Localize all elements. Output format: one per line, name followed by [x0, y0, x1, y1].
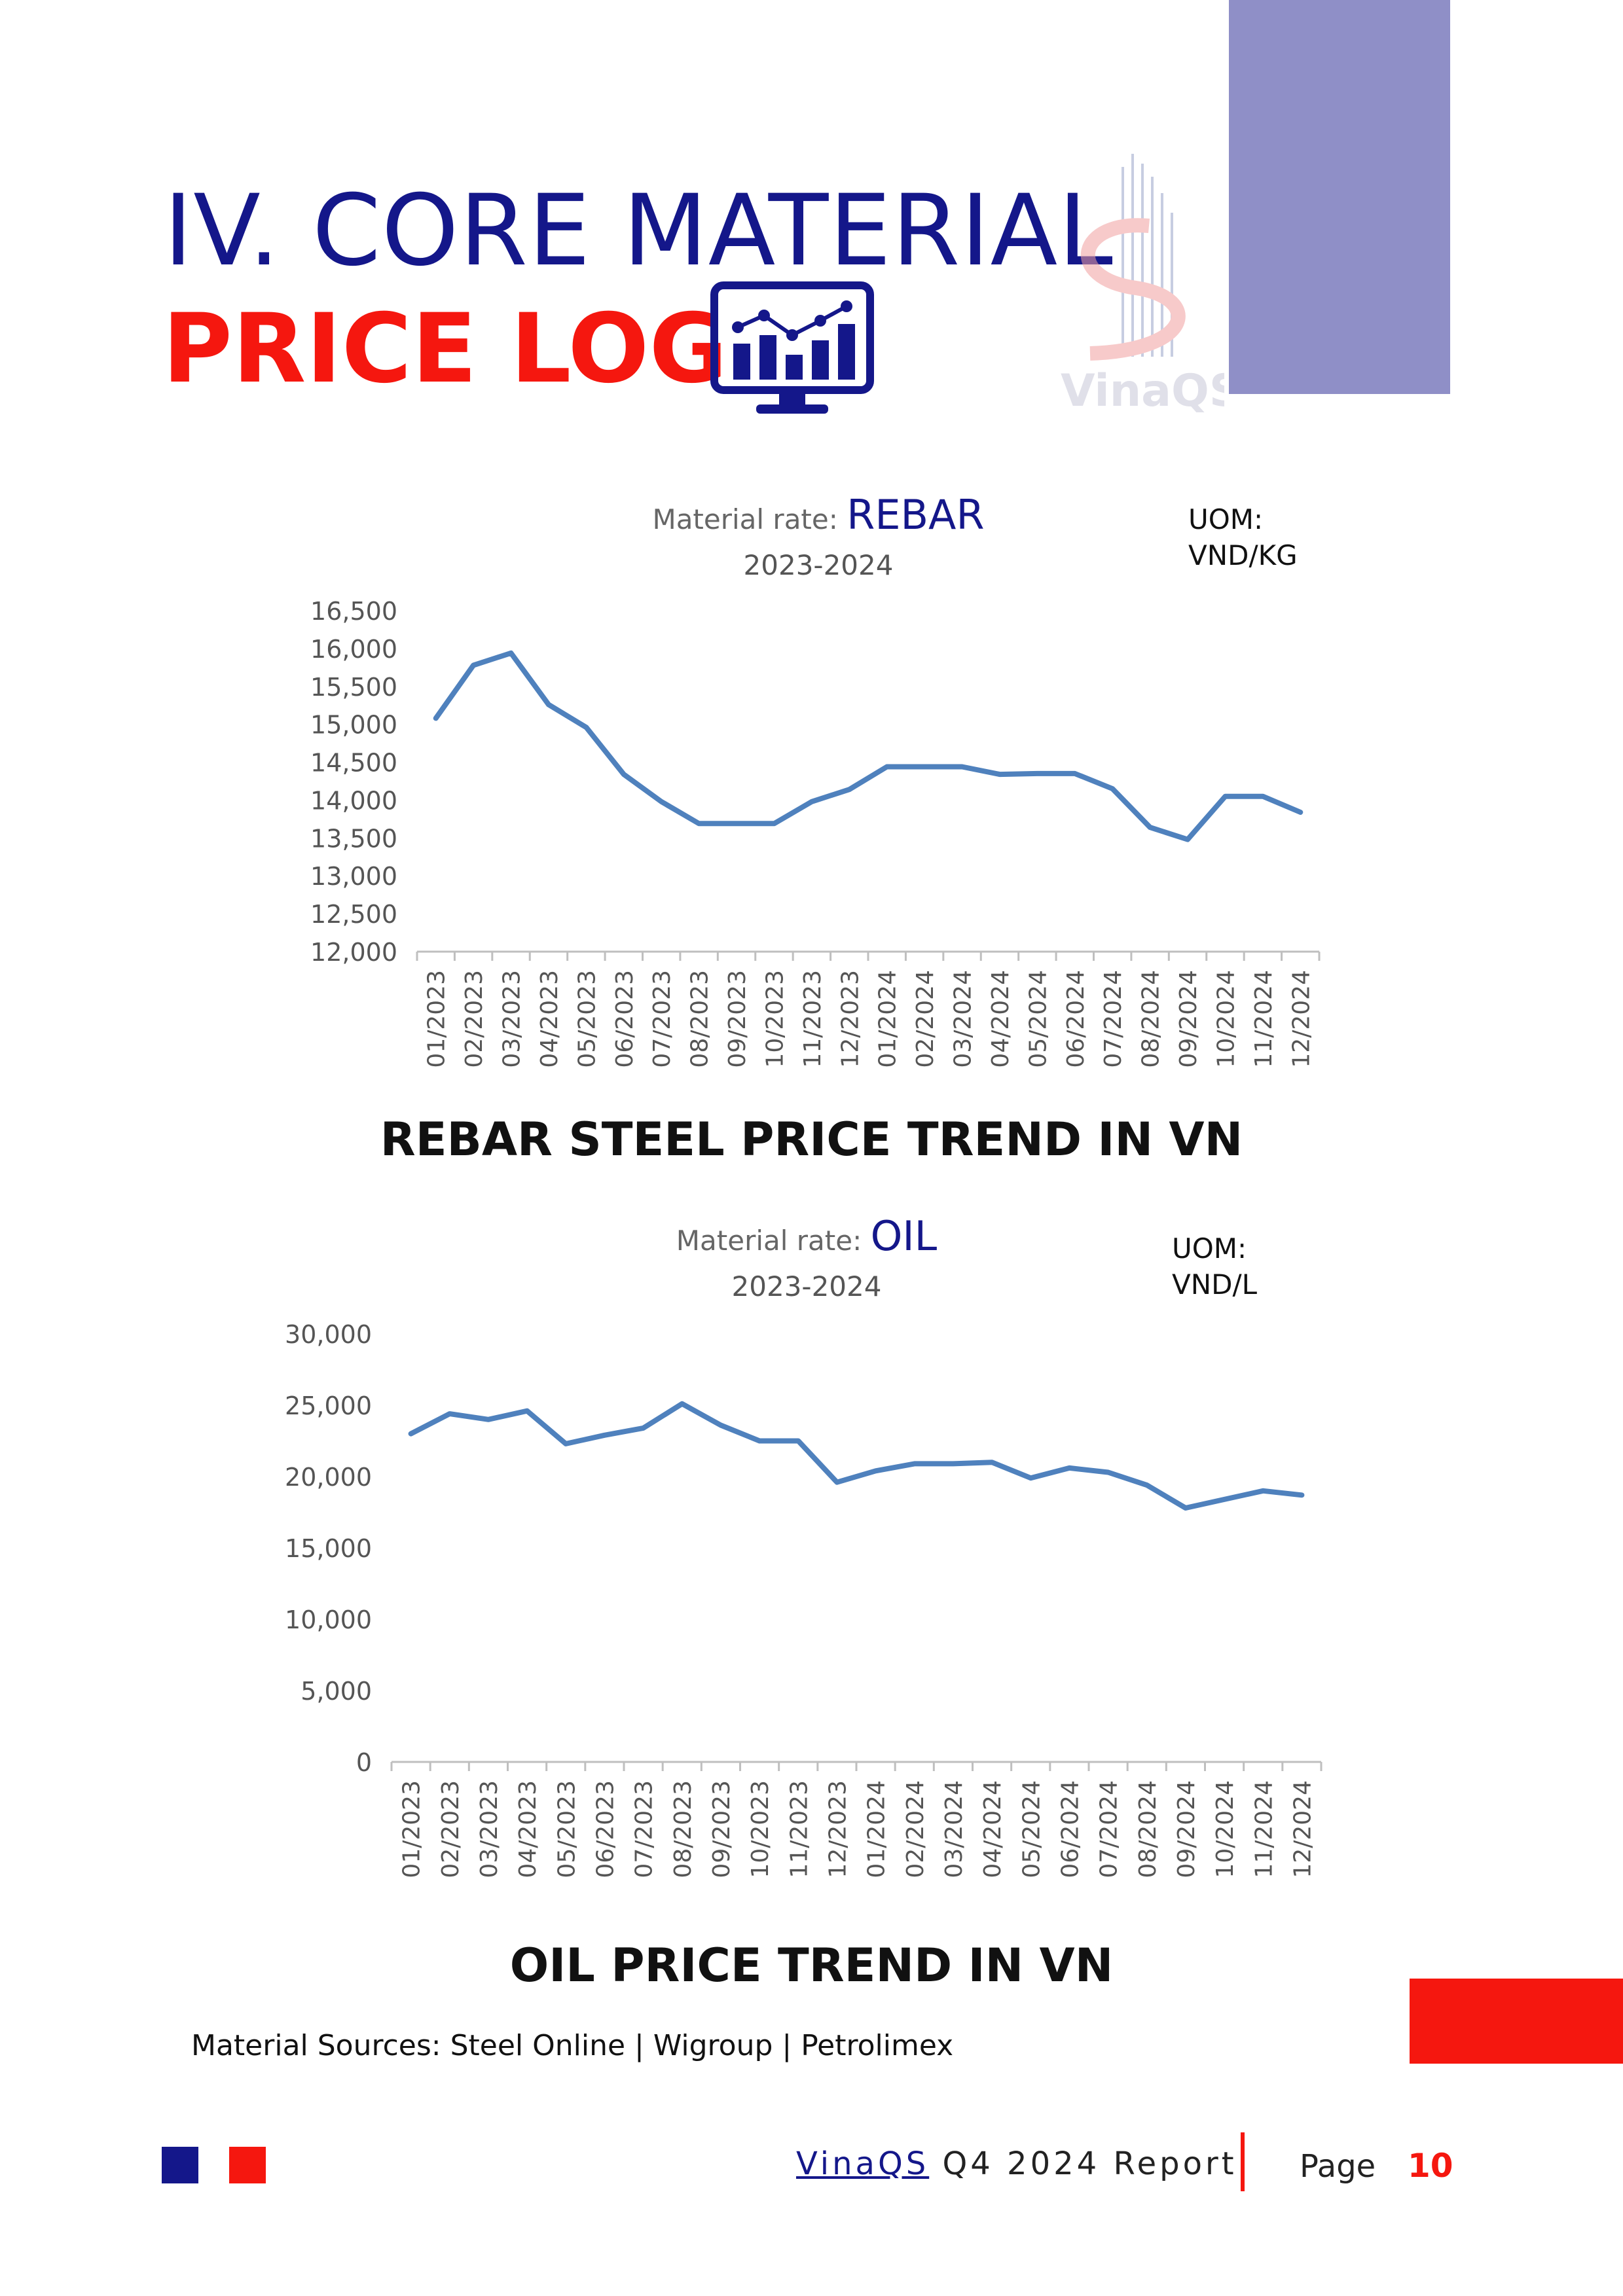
oil-x-tick-label: 07/2023 — [631, 1780, 658, 1878]
oil-x-tick-label: 07/2024 — [1096, 1780, 1123, 1878]
rebar-line-chart: Material rate: REBAR 2023-2024 UOM: VND/KG 1… — [310, 491, 1321, 1068]
rebar-x-tick-label: 10/2024 — [1213, 970, 1239, 1068]
rebar-x-tick-label: 05/2024 — [1025, 970, 1051, 1068]
oil-y-tick-label: 10,000 — [285, 1605, 372, 1634]
rebar-y-tick-label: 15,000 — [310, 711, 397, 740]
rebar-x-tick-label: 11/2023 — [799, 970, 826, 1068]
oil-x-tick-label: 09/2024 — [1173, 1780, 1200, 1878]
rebar-y-tick-label: 14,500 — [310, 749, 397, 778]
rebar-title-material: REBAR — [847, 491, 984, 539]
material-sources: Material Sources: Steel Online | Wigroup… — [191, 2029, 954, 2062]
rebar-x-tick-label: 11/2024 — [1250, 970, 1277, 1068]
rebar-uom-label: UOM: — [1188, 503, 1263, 535]
oil-y-tick-label: 20,000 — [285, 1463, 372, 1492]
oil-x-tick-label: 09/2023 — [708, 1780, 735, 1878]
rebar-x-tick-label: 01/2024 — [875, 970, 902, 1068]
rebar-x-tick-label: 09/2023 — [724, 970, 751, 1068]
footer-brand-link[interactable]: VinaQS — [796, 2145, 930, 2182]
svg-text:VinaQS: VinaQS — [1061, 365, 1224, 416]
oil-y-tick-label: 0 — [356, 1748, 372, 1777]
rebar-uom-value: VND/KG — [1188, 539, 1298, 571]
section-title-line2: PRICE LOG — [162, 293, 728, 404]
rebar-x-tick-label: 03/2024 — [950, 970, 977, 1068]
rebar-x-tick-label: 04/2024 — [987, 970, 1014, 1068]
rebar-x-tick-label: 04/2023 — [536, 970, 563, 1068]
rebar-x-tick-label: 10/2023 — [761, 970, 788, 1068]
rebar-x-tick-label: 08/2023 — [687, 970, 714, 1068]
oil-chart-title: Material rate: OIL — [676, 1212, 938, 1260]
vinaqs-logo-watermark: VinaQS — [1061, 154, 1224, 416]
oil-x-tick-label: 03/2024 — [941, 1780, 968, 1878]
oil-y-tick-label: 15,000 — [285, 1534, 372, 1563]
oil-x-tick-label: 08/2023 — [670, 1780, 697, 1878]
oil-x-tick-label: 06/2024 — [1057, 1780, 1084, 1878]
rebar-x-tick-label: 07/2023 — [649, 970, 676, 1068]
oil-series-line — [408, 1401, 1305, 1511]
rebar-chart-caption: REBAR STEEL PRICE TREND IN VN — [380, 1113, 1243, 1166]
oil-y-tick-label: 25,000 — [285, 1391, 372, 1420]
footer-report-name: VinaQS Q4 2024 Report — [796, 2145, 1237, 2182]
rebar-x-tick-label: 03/2023 — [499, 970, 526, 1068]
oil-title-material: OIL — [871, 1212, 938, 1260]
oil-x-tick-label: 06/2023 — [592, 1780, 619, 1878]
oil-chart-subtitle: 2023-2024 — [732, 1270, 882, 1302]
rebar-x-tick-label: 12/2024 — [1288, 970, 1315, 1068]
rebar-y-tick-label: 12,000 — [310, 938, 397, 967]
rebar-series-line — [433, 650, 1304, 842]
rebar-x-tick-label: 05/2023 — [574, 970, 600, 1068]
oil-x-tick-label: 02/2023 — [437, 1780, 464, 1878]
footer-red-square — [229, 2147, 266, 2183]
rebar-y-tick-label: 14,000 — [310, 786, 397, 815]
footer-page-number: 10 — [1408, 2147, 1453, 2185]
rebar-y-tick-label: 12,500 — [310, 900, 397, 929]
rebar-x-tick-label: 02/2023 — [461, 970, 488, 1068]
oil-x-tick-label: 04/2024 — [979, 1780, 1006, 1878]
oil-y-tick-label: 30,000 — [285, 1320, 372, 1349]
oil-title-prefix: Material rate: — [676, 1225, 871, 1257]
rebar-y-tick-label: 13,000 — [310, 862, 397, 891]
oil-x-tick-label: 10/2024 — [1212, 1780, 1239, 1878]
footer-blue-square — [162, 2147, 198, 2183]
oil-x-tick-label: 10/2023 — [747, 1780, 774, 1878]
decorative-red-block — [1410, 1979, 1623, 2064]
footer-divider — [1241, 2132, 1245, 2191]
rebar-x-tick-label: 02/2024 — [912, 970, 939, 1068]
oil-x-tick-label: 08/2024 — [1135, 1780, 1161, 1878]
oil-y-tick-label: 5,000 — [301, 1677, 372, 1706]
rebar-x-tick-label: 01/2023 — [424, 970, 450, 1068]
rebar-y-tick-label: 16,000 — [310, 635, 397, 664]
rebar-y-tick-label: 13,500 — [310, 824, 397, 853]
oil-x-tick-label: 03/2023 — [476, 1780, 503, 1878]
oil-uom-value: VND/L — [1172, 1268, 1258, 1300]
rebar-chart-subtitle: 2023-2024 — [744, 549, 894, 581]
oil-x-tick-label: 11/2024 — [1250, 1780, 1277, 1878]
rebar-x-tick-label: 06/2024 — [1063, 970, 1089, 1068]
chart-monitor-icon — [710, 281, 874, 414]
rebar-title-prefix: Material rate: — [652, 503, 847, 535]
rebar-chart-title: Material rate: REBAR — [652, 491, 984, 539]
oil-x-tick-label: 05/2024 — [1018, 1780, 1045, 1878]
oil-line-chart: Material rate: OIL 2023-2024 UOM:VND/L 0 5,0… — [285, 1212, 1322, 1878]
oil-uom-label: UOM: — [1172, 1232, 1247, 1265]
decorative-purple-block — [1229, 0, 1450, 394]
section-title-line1: IV. CORE MATERIAL — [164, 174, 1114, 288]
oil-x-tick-label: 04/2023 — [515, 1780, 541, 1878]
oil-x-tick-label: 01/2024 — [864, 1780, 890, 1878]
rebar-y-tick-label: 15,500 — [310, 673, 397, 702]
rebar-x-tick-label: 09/2024 — [1175, 970, 1202, 1068]
rebar-x-tick-label: 06/2023 — [611, 970, 638, 1068]
rebar-y-tick-label: 16,500 — [310, 597, 397, 626]
rebar-x-tick-label: 07/2024 — [1100, 970, 1127, 1068]
footer-page-label: Page — [1300, 2148, 1376, 2185]
oil-x-tick-label: 02/2024 — [902, 1780, 929, 1878]
rebar-x-tick-label: 08/2024 — [1138, 970, 1165, 1068]
oil-x-tick-label: 11/2023 — [786, 1780, 812, 1878]
rebar-x-tick-label: 12/2023 — [837, 970, 864, 1068]
oil-x-tick-label: 12/2024 — [1289, 1780, 1316, 1878]
oil-chart-caption: OIL PRICE TREND IN VN — [509, 1939, 1114, 1992]
footer-report-label: Q4 2024 Report — [929, 2145, 1237, 2182]
oil-x-tick-label: 12/2023 — [824, 1780, 851, 1878]
oil-x-tick-label: 01/2023 — [399, 1780, 426, 1878]
oil-x-tick-label: 05/2023 — [553, 1780, 580, 1878]
